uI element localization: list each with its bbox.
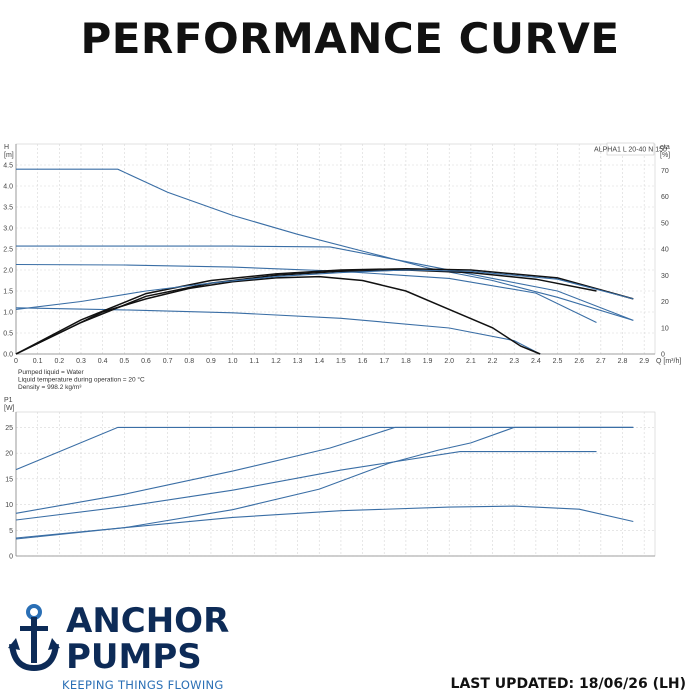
y-axis-unit: [m]	[4, 152, 14, 159]
y-tick-label: 3.5	[3, 205, 13, 212]
model-label: ALPHA1 L 20-40 N 150	[594, 147, 667, 154]
power-curve	[15, 505, 634, 540]
x-tick-label: 2.8	[618, 358, 628, 365]
liquid-note: Pumped liquid = Water	[18, 369, 85, 376]
anchor-icon	[8, 604, 60, 672]
liquid-note: Density = 998.2 kg/m³	[18, 384, 82, 391]
x-tick-label: 0.3	[76, 358, 86, 365]
x-tick-label: 1.2	[271, 358, 281, 365]
power-curve	[15, 426, 634, 539]
x-tick-label: 0.6	[141, 358, 151, 365]
efficiency-curve	[15, 269, 597, 355]
x-tick-label: 0.5	[119, 358, 129, 365]
head-curve	[15, 307, 541, 355]
x-tick-label: 1.3	[293, 358, 303, 365]
x-tick-label: 2.2	[488, 358, 498, 365]
logo-wordmark-anchor: ANCHOR	[66, 601, 230, 641]
x-tick-label: 1.9	[423, 358, 433, 365]
y-right-tick-label: 0	[661, 352, 665, 359]
x-tick-label: 2.6	[574, 358, 584, 365]
x-tick-label: 2.9	[639, 358, 649, 365]
x-tick-label: 1.5	[336, 358, 346, 365]
x-tick-label: 1.7	[379, 358, 389, 365]
y-tick-label: 1.0	[3, 310, 13, 317]
y-right-tick-label: 10	[661, 325, 669, 332]
y-tick-label: 5	[9, 528, 13, 535]
x-tick-label: 0	[14, 358, 18, 365]
y-tick-label: 2.0	[3, 268, 13, 275]
efficiency-curve	[15, 267, 634, 355]
head-curve	[16, 168, 634, 321]
x-tick-label: 0.1	[33, 358, 43, 365]
logo-wordmark-pumps: PUMPS	[66, 637, 202, 677]
x-tick-label: 2.0	[444, 358, 454, 365]
y-tick-label: 20	[5, 451, 13, 458]
x-tick-label: 2.7	[596, 358, 606, 365]
y-axis-unit: [W]	[4, 405, 15, 412]
y-right-tick-label: 40	[661, 247, 669, 254]
y-tick-label: 3.0	[3, 226, 13, 233]
y-tick-label: 0.0	[3, 352, 13, 359]
power-chart: 0 5 10 15 20 25 P1[W]	[4, 397, 656, 561]
efficiency-curve	[15, 275, 541, 355]
x-tick-label: 1.4	[314, 358, 324, 365]
y-tick-label: 2.5	[3, 247, 13, 254]
y-right-axis-label: eta	[660, 144, 670, 151]
head-curve	[16, 245, 634, 321]
x-tick-label: 2.3	[509, 358, 519, 365]
x-tick-label: 1.6	[358, 358, 368, 365]
y-right-tick-label: 60	[661, 194, 669, 201]
page-title: PERFORMANCE CURVE	[80, 14, 620, 63]
y-tick-label: 25	[5, 425, 13, 432]
liquid-note: Liquid temperature during operation = 20…	[18, 376, 145, 384]
x-tick-label: 1.1	[249, 358, 259, 365]
last-updated-label: LAST UPDATED: 18/06/26 (LH)	[450, 676, 686, 692]
x-tick-label: 0.9	[206, 358, 216, 365]
x-tick-label: 1.8	[401, 358, 411, 365]
y-tick-label: 4.0	[3, 184, 13, 191]
x-tick-label: 2.1	[466, 358, 476, 365]
y-tick-label: 0	[9, 554, 13, 561]
y-right-tick-label: 70	[661, 168, 669, 175]
anchor-pumps-logo: ANCHOR PUMPS KEEPING THINGS FLOWING	[8, 604, 268, 694]
x-tick-label: 2.5	[553, 358, 563, 365]
x-tick-label: 0.4	[98, 358, 108, 365]
y-tick-label: 4.5	[3, 163, 13, 170]
plot-frame	[15, 411, 656, 557]
y-axis-label: H	[4, 144, 9, 151]
y-tick-label: 10	[5, 502, 13, 509]
y-tick-label: 0.5	[3, 331, 13, 338]
y-tick-label: 15	[5, 476, 13, 483]
x-axis-label: Q [m³/h]	[656, 358, 681, 365]
power-curve	[15, 426, 634, 514]
x-tick-label: 0.8	[184, 358, 194, 365]
logo-tagline: KEEPING THINGS FLOWING	[62, 678, 224, 692]
x-tick-label: 0.7	[163, 358, 173, 365]
power-curve	[15, 426, 634, 471]
y-axis-label: P1	[4, 397, 13, 404]
x-tick-label: 2.4	[531, 358, 541, 365]
x-tick-label: 1.0	[228, 358, 238, 365]
head-efficiency-chart: 0 0.1 0.2 0.3 0.4 0.5 0.6 0.7 0.8 0.9 1.0 1.1 1.2 1.3…	[3, 142, 681, 391]
y-right-tick-label: 20	[661, 299, 669, 306]
plot-frame	[15, 143, 656, 355]
efficiency-curve	[15, 269, 634, 310]
y-right-tick-label: 30	[661, 273, 669, 280]
x-tick-label: 0.2	[54, 358, 64, 365]
y-right-tick-label: 50	[661, 220, 669, 227]
model-label-box	[606, 142, 655, 156]
y-right-axis-unit: [%]	[660, 152, 670, 159]
y-tick-label: 1.5	[3, 289, 13, 296]
power-curve	[15, 451, 597, 521]
